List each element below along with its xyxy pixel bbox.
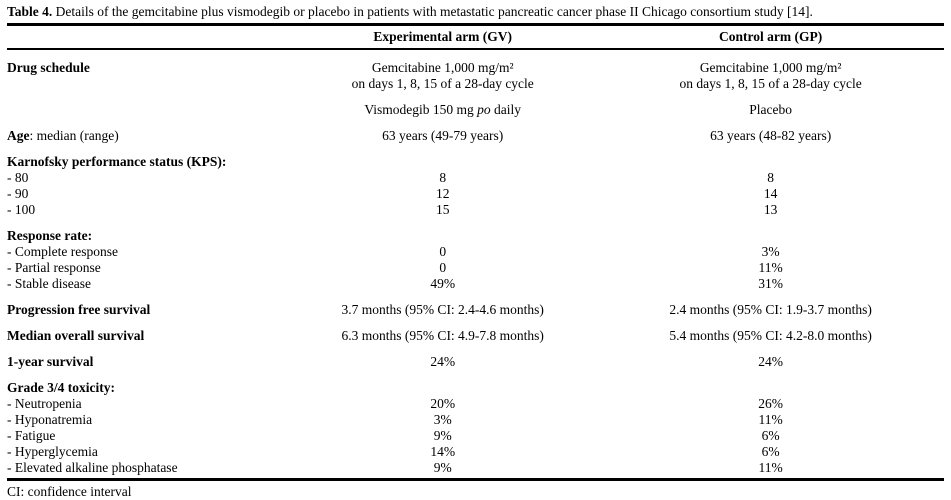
experimental-value-cell: 49% (430, 276, 456, 291)
control-value-cell: 63 years (48-82 years) (710, 128, 832, 143)
row-label-cell: - Partial response (7, 260, 101, 275)
table-row: Age: median (range) 63 years (49-79 years… (7, 118, 944, 144)
control-value-cell: Placebo (749, 102, 793, 117)
table-row: Response rate: (7, 218, 944, 244)
experimental-value-cell: 0 (439, 244, 447, 259)
table-row: Progression free survival 3.7 months (95%… (7, 292, 944, 318)
control-value-cell: 3% (761, 244, 780, 259)
control-value-cell: 31% (758, 276, 784, 291)
row-label-cell: - Stable disease (7, 276, 91, 291)
table-row: - Neutropenia 20% 26% (7, 396, 944, 412)
row-label-cell: Progression free survival (7, 302, 151, 317)
experimental-value-cell: Vismodegib 150 mg po daily (364, 102, 522, 117)
experimental-value-cell: 14% (430, 444, 456, 459)
table-row: Median overall survival 6.3 months (95% C… (7, 318, 944, 344)
control-value-cell: 11% (758, 412, 783, 427)
control-value-cell (597, 218, 944, 244)
control-value-cell: 8 (767, 170, 775, 185)
experimental-value-cell: 3% (433, 412, 452, 427)
row-label-cell: - Neutropenia (7, 396, 82, 411)
table-row: - Elevated alkaline phosphatase 9% 11% (7, 460, 944, 481)
control-value-cell: 6% (761, 444, 780, 459)
row-label-cell: Median overall survival (7, 328, 145, 343)
row-label-cell: - Hyponatremia (7, 412, 93, 427)
control-value-cell: 14 (763, 186, 778, 201)
control-value-cell: Gemcitabine 1,000 mg/m² on days 1, 8, 15 … (679, 60, 862, 91)
experimental-value-cell: 20% (430, 396, 456, 411)
study-table: Experimental arm (GV) Control arm (GP) D… (7, 23, 944, 481)
table-row: - 80 8 8 (7, 170, 944, 186)
control-value-cell: 13 (763, 202, 778, 217)
table-row: - Stable disease 49% 31% (7, 276, 944, 292)
row-label-cell: Drug schedule (7, 60, 90, 75)
table-row: Grade 3/4 toxicity: (7, 370, 944, 396)
table-header-row: Experimental arm (GV) Control arm (GP) (7, 24, 944, 50)
experimental-value-cell: Gemcitabine 1,000 mg/m² on days 1, 8, 15 … (351, 60, 534, 91)
row-label-cell: - Hyperglycemia (7, 444, 98, 459)
experimental-value-cell: 8 (439, 170, 447, 185)
control-value-cell: 11% (597, 460, 944, 481)
row-label-cell: Grade 3/4 toxicity: (7, 380, 115, 395)
control-value-cell: 5.4 months (95% CI: 4.2-8.0 months) (669, 328, 872, 343)
row-label-cell: Karnofsky performance status (KPS): (7, 154, 227, 169)
row-label-cell (7, 92, 288, 118)
experimental-value-cell: 0 (439, 260, 447, 275)
table-footnote: CI: confidence interval (7, 484, 132, 499)
row-label-cell: - 80 (7, 170, 29, 185)
table-row: 1-year survival 24% 24% (7, 344, 944, 370)
experimental-value-cell (288, 218, 597, 244)
row-label-cell: - 90 (7, 186, 29, 201)
header-empty-cell (7, 24, 289, 50)
row-label-cell: Response rate: (7, 228, 93, 243)
table-caption-label: Table 4. (7, 4, 53, 19)
table-caption: Table 4. Details of the gemcitabine plus… (7, 3, 944, 23)
header-control-arm: Control arm (GP) (597, 24, 944, 50)
row-label-cell: Age: median (range) (7, 128, 119, 143)
table-row: - Partial response 0 11% (7, 260, 944, 276)
experimental-value-cell (288, 370, 597, 396)
control-value-cell (597, 370, 944, 396)
table-caption-text: Details of the gemcitabine plus vismodeg… (55, 4, 813, 19)
header-experimental-arm: Experimental arm (GV) (288, 24, 598, 50)
table-body: Drug schedule Gemcitabine 1,000 mg/m² on d… (7, 49, 944, 481)
control-value-cell: 11% (758, 260, 783, 275)
experimental-value-cell: 6.3 months (95% CI: 4.9-7.8 months) (341, 328, 544, 343)
experimental-value-cell: 24% (430, 354, 456, 369)
table-row: - 90 12 14 (7, 186, 944, 202)
control-value-cell: 26% (758, 396, 784, 411)
table-row: - 100 15 13 (7, 202, 944, 218)
control-value-cell: 24% (758, 354, 784, 369)
control-value-cell (597, 144, 944, 170)
row-label-cell: - Fatigue (7, 428, 56, 443)
table-row: Karnofsky performance status (KPS): (7, 144, 944, 170)
table-row: Vismodegib 150 mg po daily Placebo (7, 92, 944, 118)
table-row: - Complete response 0 3% (7, 244, 944, 260)
experimental-value-cell: 9% (288, 460, 598, 481)
experimental-value-cell: 12 (435, 186, 450, 201)
row-label-cell: - Elevated alkaline phosphatase (7, 460, 289, 481)
control-value-cell: 2.4 months (95% CI: 1.9-3.7 months) (669, 302, 872, 317)
experimental-value-cell: 3.7 months (95% CI: 2.4-4.6 months) (341, 302, 544, 317)
table-row: - Hyponatremia 3% 11% (7, 412, 944, 428)
row-label-cell: - Complete response (7, 244, 118, 259)
control-value-cell: 6% (761, 428, 780, 443)
experimental-value-cell (288, 144, 597, 170)
row-label-cell: - 100 (7, 202, 36, 217)
experimental-value-cell: 15 (435, 202, 450, 217)
experimental-value-cell: 9% (433, 428, 452, 443)
table-row: Drug schedule Gemcitabine 1,000 mg/m² on d… (7, 49, 944, 92)
table-row: - Fatigue 9% 6% (7, 428, 944, 444)
experimental-value-cell: 63 years (49-79 years) (382, 128, 504, 143)
row-label-cell: 1-year survival (7, 354, 94, 369)
table-row: - Hyperglycemia 14% 6% (7, 444, 944, 460)
